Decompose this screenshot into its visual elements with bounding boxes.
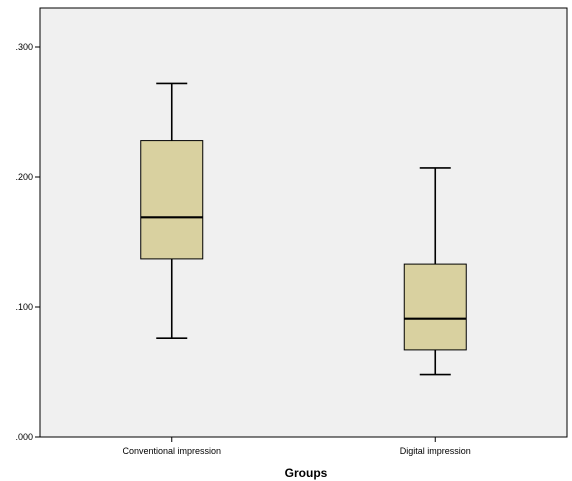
x-axis-title: Groups [285, 466, 328, 480]
plot-area [39, 7, 568, 438]
x-tick-label: Conventional impression [122, 446, 221, 456]
box-conventional [140, 82, 204, 340]
y-tick-label: .100 [15, 302, 33, 312]
box-digital [403, 167, 467, 376]
x-axis: Conventional impression Digital impressio… [122, 437, 471, 456]
iqr-box [140, 140, 204, 260]
iqr-box [403, 263, 467, 351]
y-tick-label: .200 [15, 172, 33, 182]
y-tick-label: .000 [15, 432, 33, 442]
x-tick-label: Digital impression [400, 446, 471, 456]
boxes-group [140, 82, 467, 376]
y-axis: .000 .100 .200 .300 [15, 42, 40, 442]
y-tick-label: .300 [15, 42, 33, 52]
